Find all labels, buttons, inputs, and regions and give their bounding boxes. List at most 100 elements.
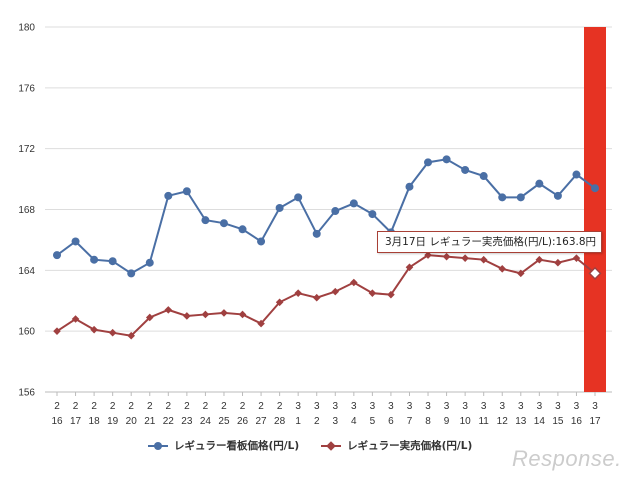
data-point bbox=[294, 289, 302, 297]
x-tick-label-day: 10 bbox=[460, 416, 472, 427]
x-tick-label-day: 22 bbox=[163, 416, 175, 427]
x-tick-label-month: 3 bbox=[518, 401, 524, 412]
x-tick-label-day: 23 bbox=[181, 416, 193, 427]
x-tick-label-day: 5 bbox=[370, 416, 376, 427]
data-point bbox=[238, 310, 247, 319]
legend-label: レギュラー看板価格(円/L) bbox=[174, 440, 300, 452]
x-tick-label-day: 9 bbox=[444, 416, 450, 427]
x-tick-label-day: 17 bbox=[589, 416, 601, 427]
y-tick-label: 168 bbox=[18, 205, 35, 216]
x-tick-label-month: 3 bbox=[555, 401, 561, 412]
x-tick-label-day: 1 bbox=[295, 416, 301, 427]
y-tick-label: 172 bbox=[18, 144, 35, 155]
y-tick-label: 180 bbox=[18, 23, 35, 34]
data-point bbox=[368, 210, 377, 219]
data-point bbox=[572, 170, 581, 179]
data-point bbox=[424, 158, 433, 167]
x-tick-label-month: 2 bbox=[240, 401, 246, 412]
data-point bbox=[368, 289, 377, 297]
x-tick-label-month: 3 bbox=[499, 401, 505, 412]
data-point bbox=[145, 313, 154, 322]
data-point bbox=[442, 252, 451, 261]
x-tick-label-month: 3 bbox=[425, 401, 431, 412]
data-point bbox=[442, 155, 451, 164]
x-tick-label-month: 3 bbox=[592, 401, 598, 412]
x-tick-label-month: 2 bbox=[73, 401, 79, 412]
data-point bbox=[498, 265, 507, 273]
data-point bbox=[275, 298, 284, 307]
x-tick-label-month: 3 bbox=[444, 401, 450, 412]
x-tick-label-month: 2 bbox=[277, 401, 283, 412]
data-point bbox=[53, 327, 61, 335]
series-layer bbox=[53, 155, 602, 340]
x-tick-label-day: 17 bbox=[70, 416, 82, 427]
data-point bbox=[164, 306, 173, 314]
data-point bbox=[220, 309, 228, 317]
x-tick-label-month: 3 bbox=[388, 401, 394, 412]
x-tick-label-day: 4 bbox=[351, 416, 357, 427]
circle-marker-icon bbox=[148, 441, 168, 451]
data-tooltip: 3月17日 レギュラー実売価格(円/L):163.8円 bbox=[377, 231, 602, 253]
x-tick-label-day: 26 bbox=[237, 416, 249, 427]
legend: レギュラー看板価格(円/L) レギュラー実売価格(円/L) bbox=[148, 438, 472, 453]
data-point bbox=[275, 203, 284, 212]
x-tick-label-month: 3 bbox=[481, 401, 487, 412]
x-tick-label-day: 2 bbox=[314, 416, 320, 427]
data-point bbox=[90, 255, 99, 264]
grid-layer bbox=[45, 26, 612, 393]
x-tick-label-month: 2 bbox=[166, 401, 172, 412]
x-tick-label-month: 3 bbox=[574, 401, 580, 412]
x-tick-label-month: 3 bbox=[314, 401, 320, 412]
x-tick-label-month: 3 bbox=[407, 401, 413, 412]
data-point bbox=[182, 187, 191, 196]
x-tick-label-day: 12 bbox=[497, 416, 509, 427]
data-point bbox=[219, 219, 228, 228]
data-point bbox=[387, 290, 395, 299]
legend-item-actual-price[interactable]: レギュラー実売価格(円/L) bbox=[321, 438, 472, 453]
x-tick-label-month: 3 bbox=[370, 401, 376, 412]
x-tick-label-day: 7 bbox=[407, 416, 413, 427]
x-tick-label-month: 2 bbox=[91, 401, 97, 412]
data-point bbox=[201, 310, 210, 319]
highlight-band bbox=[584, 27, 606, 392]
data-point bbox=[53, 251, 61, 260]
x-axis-ticks: 2162172182192202212222232242252262272283… bbox=[51, 392, 601, 427]
x-tick-label-day: 14 bbox=[534, 416, 546, 427]
x-tick-label-day: 6 bbox=[388, 416, 394, 427]
x-tick-label-day: 28 bbox=[274, 416, 286, 427]
legend-label: レギュラー実売価格(円/L) bbox=[347, 440, 473, 452]
data-point bbox=[71, 315, 80, 323]
data-point bbox=[553, 191, 562, 200]
x-tick-label-month: 3 bbox=[351, 401, 357, 412]
data-point bbox=[350, 278, 358, 287]
x-tick-label-month: 2 bbox=[258, 401, 264, 412]
data-point bbox=[127, 269, 136, 278]
x-tick-label-day: 27 bbox=[256, 416, 268, 427]
data-point bbox=[405, 182, 414, 191]
legend-item-sign-price[interactable]: レギュラー看板価格(円/L) bbox=[148, 438, 299, 453]
data-point bbox=[108, 257, 117, 266]
x-tick-label-day: 15 bbox=[552, 416, 564, 427]
data-point bbox=[294, 193, 303, 202]
data-point bbox=[591, 184, 599, 193]
data-point bbox=[535, 179, 544, 188]
x-tick-label-day: 8 bbox=[425, 416, 431, 427]
data-point bbox=[424, 251, 432, 259]
data-point bbox=[108, 328, 117, 337]
data-point bbox=[257, 237, 266, 246]
x-tick-label-month: 2 bbox=[128, 401, 134, 412]
y-tick-label: 164 bbox=[18, 266, 35, 277]
x-tick-label-month: 3 bbox=[332, 401, 338, 412]
data-point bbox=[554, 258, 562, 267]
series-line-2 bbox=[56, 254, 596, 337]
data-point bbox=[312, 229, 321, 238]
data-point bbox=[257, 319, 265, 328]
x-tick-label-day: 21 bbox=[144, 416, 156, 427]
data-point bbox=[331, 207, 340, 216]
x-tick-label-month: 2 bbox=[221, 401, 227, 412]
x-tick-label-month: 2 bbox=[54, 401, 60, 412]
watermark-logo: Response. bbox=[512, 446, 622, 471]
x-tick-label-day: 11 bbox=[478, 416, 489, 427]
x-tick-label-month: 2 bbox=[110, 401, 116, 412]
